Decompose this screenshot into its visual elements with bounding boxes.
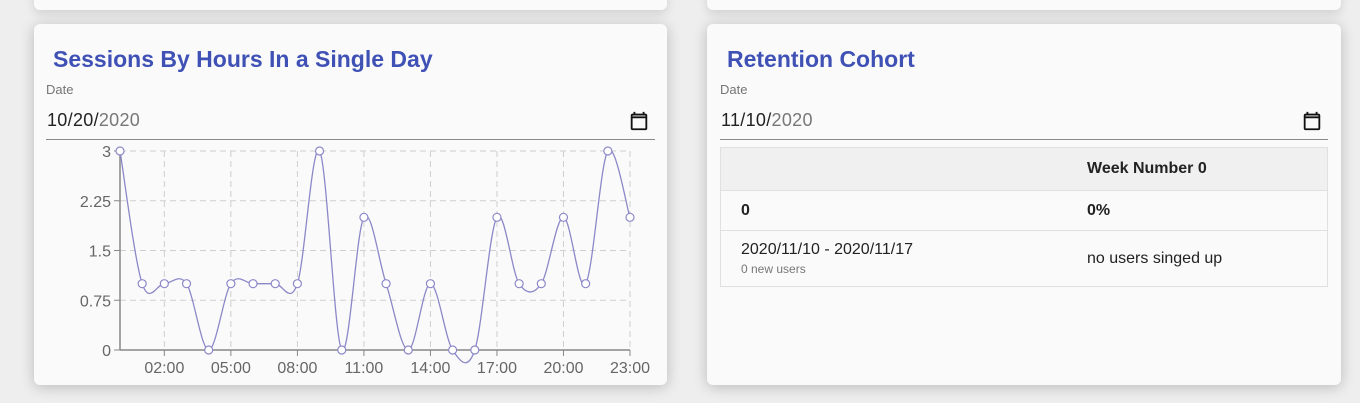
x-tick-label: 08:00 xyxy=(277,360,317,377)
cohort-card: Retention Cohort Date 11/10/2020 Week Nu… xyxy=(707,24,1341,385)
data-point xyxy=(514,279,524,289)
data-point xyxy=(204,345,214,355)
date-month[interactable]: 10 xyxy=(47,110,68,130)
y-tick-label: 2.25 xyxy=(80,194,111,211)
date-label: Date xyxy=(720,82,748,97)
data-point xyxy=(270,279,280,289)
x-tick-label: 11:00 xyxy=(344,360,383,377)
date-month[interactable]: 11 xyxy=(721,110,741,130)
y-tick-label: 0 xyxy=(102,343,111,360)
data-point xyxy=(403,345,413,355)
data-point xyxy=(248,279,258,289)
data-point xyxy=(181,279,192,289)
x-tick-label: 05:00 xyxy=(211,360,251,377)
x-tick-label: 02:00 xyxy=(144,360,184,377)
new-users-count: 0 new users xyxy=(741,262,806,276)
x-tick-label: 17:00 xyxy=(477,360,517,377)
cohort-header-row: Week Number 0 xyxy=(720,147,1328,191)
data-point xyxy=(625,212,635,222)
date-day[interactable]: 10 xyxy=(745,110,767,130)
data-point xyxy=(137,279,147,289)
date-year[interactable]: 2020 xyxy=(98,110,141,130)
data-point xyxy=(115,146,125,156)
data-point xyxy=(314,146,325,156)
date-day[interactable]: 20 xyxy=(72,110,94,130)
data-point xyxy=(425,279,436,289)
data-point xyxy=(536,279,546,289)
total-percent: 0% xyxy=(1087,190,1328,231)
cohort-week-0-value: no users singed up xyxy=(1087,230,1328,287)
y-tick-label: 3 xyxy=(102,144,111,161)
x-tick-label: 23:00 xyxy=(610,360,650,377)
data-point xyxy=(558,212,569,222)
sessions-card: Sessions By Hours In a Single Day Date 1… xyxy=(34,24,667,385)
sessions-chart: 0 0.75 1.5 2.25 3 02:00 05:00 08:00 11:00 14:00 17… xyxy=(80,144,650,377)
date-input[interactable]: 10/20/2020 xyxy=(46,98,655,140)
data-point xyxy=(292,279,302,289)
table-row: 2020/11/10 - 2020/11/17 0 new users no u… xyxy=(720,230,1328,287)
background-card-left xyxy=(34,0,667,10)
calendar-icon[interactable] xyxy=(1301,110,1323,132)
series-line xyxy=(119,149,631,364)
cohort-date-field[interactable]: Date 11/10/2020 xyxy=(720,82,1328,140)
header-cell-week-0: Week Number 0 xyxy=(1087,147,1328,191)
cohort-range-cell: 2020/11/10 - 2020/11/17 0 new users xyxy=(720,230,1087,287)
date-input[interactable]: 11/10/2020 xyxy=(720,98,1328,140)
y-tick-label: 1.5 xyxy=(89,244,111,261)
calendar-icon[interactable] xyxy=(628,110,650,132)
data-point xyxy=(603,146,613,156)
x-tick-label: 14:00 xyxy=(410,360,450,377)
date-year[interactable]: 2020 xyxy=(771,110,813,130)
background-card-right xyxy=(707,0,1341,10)
y-tick-label: 0.75 xyxy=(80,293,111,310)
data-point xyxy=(470,345,480,355)
date-value[interactable]: 10/20/2020 xyxy=(47,110,141,130)
data-point xyxy=(492,212,502,222)
data-point xyxy=(359,212,369,222)
sessions-card-title: Sessions By Hours In a Single Day xyxy=(53,46,433,72)
date-label: Date xyxy=(46,82,74,97)
header-cell-blank xyxy=(720,147,1087,191)
data-point xyxy=(159,279,169,289)
cohort-total-row: 0 0% xyxy=(720,190,1328,231)
total-count: 0 xyxy=(720,190,1087,231)
cohort-card-title: Retention Cohort xyxy=(727,46,915,72)
cohort-table: Week Number 0 0 0% 2020/11/10 - 2020/11/… xyxy=(720,147,1328,287)
data-point xyxy=(337,345,347,355)
sessions-date-field[interactable]: Date 10/20/2020 xyxy=(46,82,655,140)
data-point xyxy=(581,279,591,289)
date-value[interactable]: 11/10/2020 xyxy=(721,110,813,130)
data-point xyxy=(381,279,391,289)
x-tick-label: 20:00 xyxy=(543,360,583,377)
data-point xyxy=(226,279,236,289)
data-point xyxy=(448,345,458,355)
cohort-range: 2020/11/10 - 2020/11/17 xyxy=(741,241,913,258)
